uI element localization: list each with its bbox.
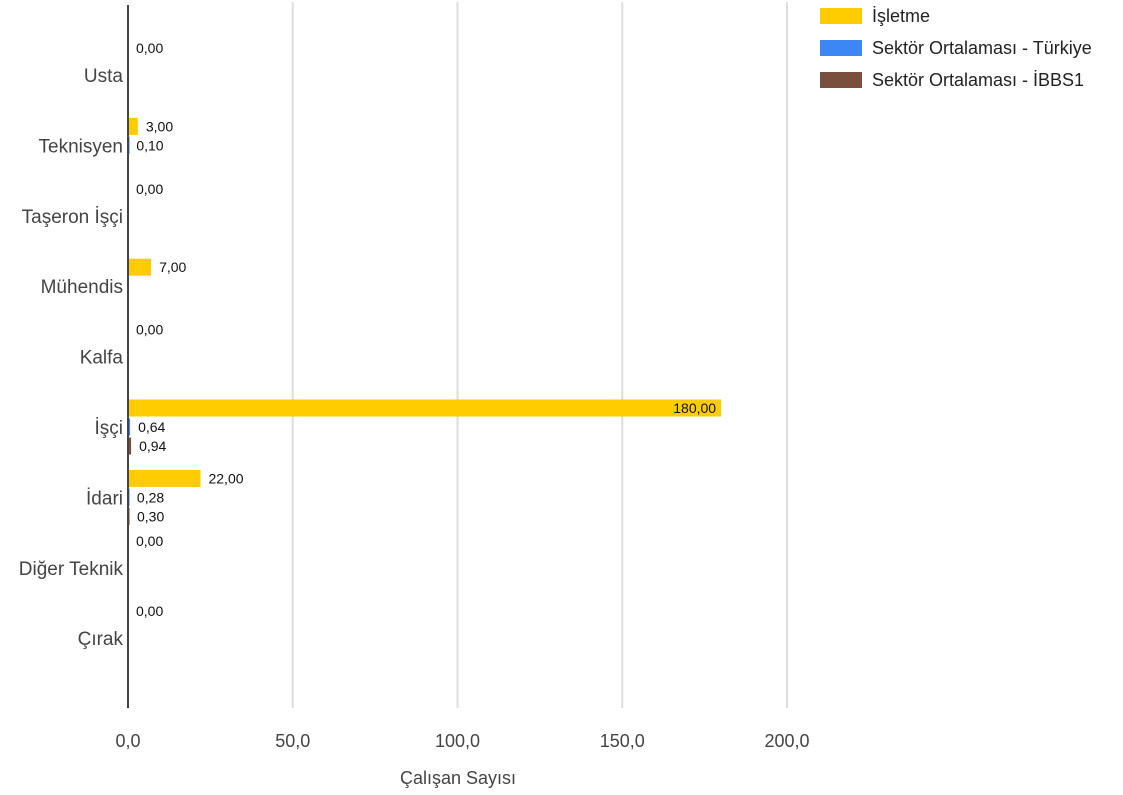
data-label: 0,94 [139,438,166,454]
data-label: 180,00 [673,400,716,416]
x-tick-label: 150,0 [600,731,645,751]
category-label: Diğer Teknik [19,559,124,580]
legend-swatch [820,40,862,56]
category-label: Çırak [78,629,124,650]
data-label: 0,00 [136,40,163,56]
x-tick-label: 50,0 [275,731,310,751]
data-label: 0,00 [136,181,163,197]
category-label: Taşeron İşçi [22,207,123,228]
legend: İşletme Sektör Ortalaması - Türkiye Sektör… [820,0,1092,96]
category-label: İdari [86,488,123,509]
category-label: Teknisyen [39,136,124,157]
legend-item: Sektör Ortalaması - İBBS1 [820,64,1092,96]
data-label: 0,00 [136,322,163,338]
data-label: 7,00 [159,259,186,275]
data-label: 0,00 [136,533,163,549]
bar-1 [128,117,138,135]
legend-item: İşletme [820,0,1092,32]
data-label: 0,00 [136,603,163,619]
data-label: 0,28 [137,489,164,505]
data-label: 0,30 [137,508,164,524]
legend-label: Sektör Ortalaması - İBBS1 [872,69,1085,90]
legend-item: Sektör Ortalaması - Türkiye [820,32,1092,64]
x-axis-title: Çalışan Sayısı [400,768,516,788]
bar-2 [128,418,131,436]
bar-1 [128,469,201,487]
legend-swatch [820,8,862,24]
legend-label: Sektör Ortalaması - Türkiye [872,37,1092,58]
legend-label: İşletme [872,5,931,26]
category-label: Kalfa [80,348,124,369]
category-label: İşçi [95,418,124,439]
category-label: Mühendis [41,277,123,298]
data-label: 0,10 [136,137,163,153]
category-label: Usta [84,66,124,87]
data-label: 3,00 [146,118,173,134]
data-label: 22,00 [208,470,243,486]
x-tick-label: 200,0 [764,731,809,751]
bar-1 [128,258,152,276]
data-label: 0,64 [138,419,165,435]
x-tick-label: 100,0 [435,731,480,751]
legend-swatch [820,72,862,88]
bar-3 [128,437,132,455]
bar-1 [128,399,722,417]
x-tick-label: 0,0 [115,731,140,751]
